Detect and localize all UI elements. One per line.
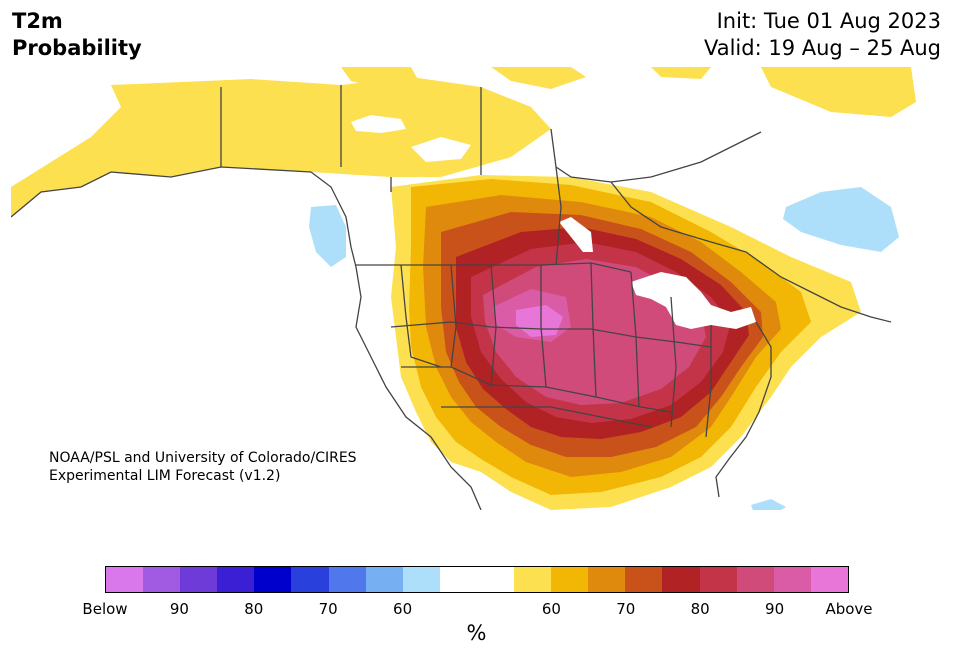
colorbar-cell [551, 567, 589, 592]
colorbar-cell [773, 567, 811, 592]
colorbar-cell [143, 567, 181, 592]
colorbar-cell [328, 567, 366, 592]
colorbar-cell [588, 567, 626, 592]
colorbar-tick-label: 90 [765, 600, 785, 618]
hudson-ice [351, 115, 471, 162]
colorbar-cell [106, 567, 144, 592]
colorbar-ticks: Below 90 80 70 60 60 70 80 90 Above [82, 600, 872, 618]
colorbar-cell [180, 567, 218, 592]
yellow-region-north [11, 77, 551, 217]
colorbar-cell [662, 567, 700, 592]
probability-map [11, 67, 942, 510]
colorbar-cell [625, 567, 663, 592]
colorbar-cell [736, 567, 774, 592]
lake-winnipeg [559, 217, 593, 252]
colorbar [105, 566, 849, 593]
lightblue-region-west [309, 205, 346, 267]
colorbar-cell [217, 567, 255, 592]
colorbar-cell [402, 567, 440, 592]
map-title: T2m Probability [12, 8, 142, 62]
init-date: Init: Tue 01 Aug 2023 [716, 9, 941, 33]
credit-text: NOAA/PSL and University of Colorado/CIRE… [49, 449, 357, 485]
colorbar-tick-label: 80 [244, 600, 264, 618]
colorbar-cell [439, 567, 477, 592]
colorbar-tick-label: 60 [541, 600, 561, 618]
colorbar-tick-label: 90 [169, 600, 189, 618]
colorbar-tick-label: 60 [393, 600, 413, 618]
title-line-2: Probability [12, 36, 142, 60]
credit-line-1: NOAA/PSL and University of Colorado/CIRE… [49, 450, 357, 466]
colorbar-cell [810, 567, 848, 592]
colorbar-cell [476, 567, 515, 592]
colorbar-tick-label: Above [825, 600, 873, 618]
colorbar-cell [254, 567, 292, 592]
valid-dates: Valid: 19 Aug – 25 Aug [703, 36, 941, 60]
colorbar-cell [291, 567, 329, 592]
colorbar-cell [514, 567, 552, 592]
borders [11, 85, 892, 510]
lightblue-region-south [751, 499, 786, 510]
credit-line-2: Experimental LIM Forecast (v1.2) [49, 468, 281, 484]
title-line-1: T2m [12, 9, 63, 33]
colorbar-tick-label: Below [82, 600, 128, 618]
colorbar-cell [365, 567, 403, 592]
colorbar-tick-label: 70 [318, 600, 338, 618]
yellow-region-arctic [341, 67, 916, 117]
lightblue-region-east [783, 187, 899, 252]
colorbar-tick-label: 70 [616, 600, 636, 618]
colorbar-tick-label: 80 [690, 600, 710, 618]
colorbar-unit: % [466, 621, 487, 645]
great-lakes [631, 272, 756, 329]
forecast-dates: Init: Tue 01 Aug 2023 Valid: 19 Aug – 25… [704, 8, 941, 62]
colorbar-cell [699, 567, 737, 592]
